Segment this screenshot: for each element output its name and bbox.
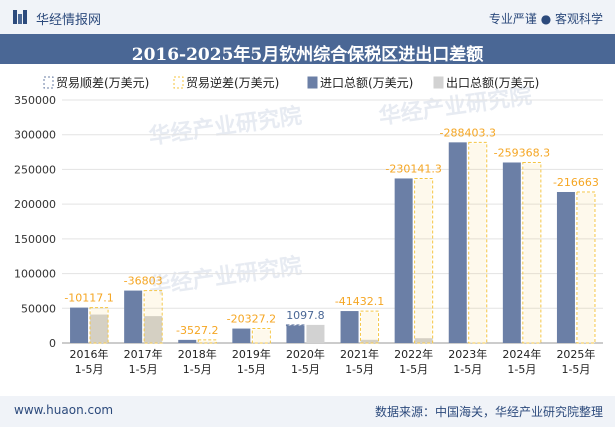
bar-import: [178, 339, 197, 343]
legend-label: 进口总额(万美元): [320, 76, 413, 90]
x-tick-label: 2021年 1-5月: [340, 347, 379, 376]
data-label: -20327.2: [227, 313, 276, 326]
data-label: -288403.3: [440, 126, 496, 139]
data-label: -10117.1: [64, 292, 113, 305]
bar-trade-deficit-fill: [577, 192, 594, 342]
bar-export: [90, 314, 109, 343]
y-tick-label: 150000: [14, 233, 56, 246]
brand-name: 华经情报网: [36, 13, 102, 28]
bar-trade-deficit: [251, 328, 271, 344]
watermark-text: 华经产业研究院: [147, 103, 303, 150]
x-tick-label: 2018年 1-5月: [178, 347, 217, 376]
data-label: 1097.8: [286, 309, 325, 322]
logo-icon: [13, 10, 27, 24]
footer-bar: www.huaon.com 数据来源：中国海关，华经产业研究院整理: [0, 396, 615, 427]
bar-import: [394, 178, 413, 343]
legend-swatch: [43, 76, 54, 89]
bar-import: [448, 142, 467, 343]
top-bar: 华经情报网 专业严谨 ● 客观科学: [0, 0, 615, 34]
bar-import: [502, 162, 521, 343]
x-tick-label: 2024年 1-5月: [502, 347, 541, 376]
bar-trade-deficit-fill: [361, 312, 378, 342]
x-tick-label: 2020年 1-5月: [286, 347, 325, 376]
bar-trade-deficit: [576, 191, 596, 344]
data-label: -3527.2: [176, 324, 218, 337]
x-tick-label: 2023年 1-5月: [448, 347, 487, 376]
bar-export: [414, 338, 433, 343]
x-tick-label: 2019年 1-5月: [232, 347, 271, 376]
website-link[interactable]: www.huaon.com: [14, 403, 114, 417]
bar-trade-deficit: [522, 161, 542, 344]
title-bar: 2016-2025年5月钦州综合保税区进出口差额: [0, 34, 615, 65]
data-label: -259368.3: [494, 146, 550, 159]
bar-trade-deficit: [468, 141, 488, 344]
bar-export: [306, 324, 325, 343]
y-tick-label: 300000: [14, 129, 56, 142]
bar-trade-deficit-fill: [199, 340, 216, 342]
data-label: -230141.3: [385, 162, 441, 175]
bar-trade-surplus: [285, 324, 305, 327]
bar-import: [340, 311, 359, 343]
x-tick-label: 2016年 1-5月: [70, 347, 109, 376]
y-tick-label: 350000: [14, 94, 56, 107]
y-tick-label: 250000: [14, 163, 56, 176]
slogan: 专业严谨 ● 客观科学: [488, 12, 603, 26]
data-source: 数据来源：中国海关，华经产业研究院整理: [374, 405, 603, 419]
bar-trade-deficit-fill: [253, 329, 270, 342]
y-tick-label: 100000: [14, 268, 56, 281]
y-tick-label: 50000: [21, 302, 56, 315]
bar-import: [232, 328, 251, 343]
y-tick-label: 200000: [14, 198, 56, 211]
x-tick-label: 2022年 1-5月: [394, 347, 433, 376]
chart-title: 2016-2025年5月钦州综合保税区进出口差额: [131, 45, 484, 65]
bar-import: [556, 191, 575, 343]
bar-trade-deficit: [89, 307, 109, 344]
bar-import: [70, 307, 89, 343]
y-tick-label: 0: [49, 337, 56, 350]
bar-export: [576, 342, 595, 343]
data-label: -41432.1: [335, 295, 384, 308]
bar-import: [124, 290, 143, 343]
bar-export: [144, 316, 163, 343]
bar-trade-deficit-fill: [469, 143, 486, 342]
legend-swatch: [173, 76, 184, 89]
bar-export: [360, 339, 379, 343]
bar-import: [286, 325, 305, 343]
chart-area: 华经产业研究院 华经产业研究院华经产业研究院0500001000001500002…: [14, 75, 603, 376]
bar-trade-deficit: [197, 339, 217, 344]
bar-trade-deficit-fill: [415, 179, 432, 342]
x-tick-label: 2025年 1-5月: [556, 347, 595, 376]
bar-trade-deficit-fill: [91, 308, 108, 342]
legend-label: 贸易逆差(万美元): [186, 75, 279, 90]
bar-trade-deficit-fill: [145, 291, 162, 342]
bar-trade-deficit-fill: [523, 163, 540, 342]
x-tick-label: 2017年 1-5月: [124, 347, 163, 376]
bar-trade-deficit: [414, 177, 434, 344]
data-label: -216663: [553, 176, 599, 189]
legend-label: 贸易顺差(万美元): [56, 76, 149, 90]
legend-swatch: [433, 76, 444, 89]
legend-swatch: [307, 76, 318, 89]
data-label: -36803: [124, 275, 163, 288]
legend-label: 出口总额(万美元): [446, 76, 539, 90]
watermark-text: 华经产业研究院: [147, 253, 303, 300]
